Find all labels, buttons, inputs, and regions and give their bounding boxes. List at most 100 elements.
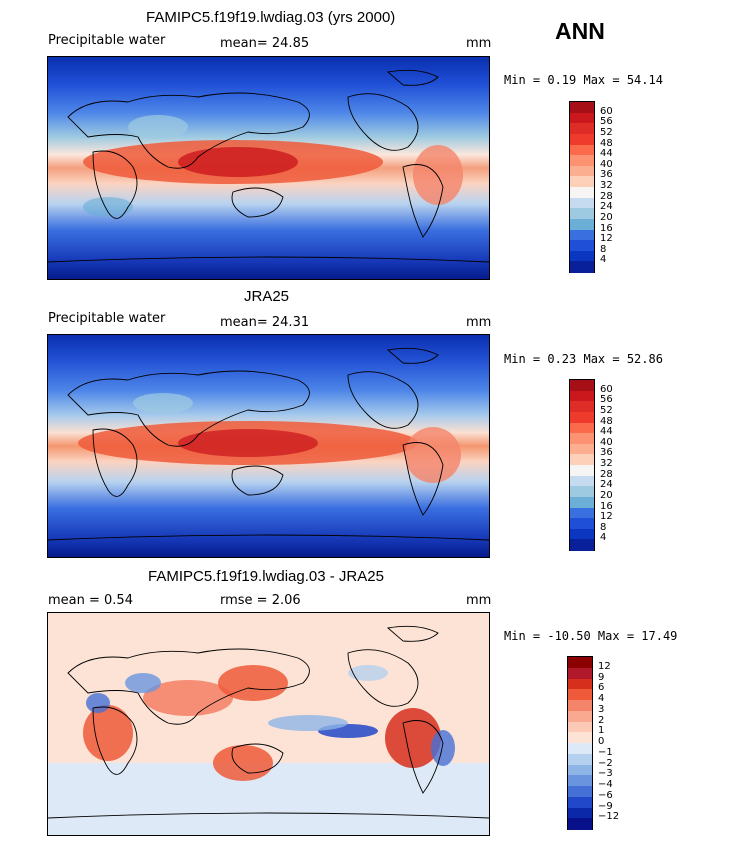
colorbar-tick-label: 20 bbox=[600, 211, 613, 223]
panel1-units: mm bbox=[466, 36, 492, 51]
colorbar-swatch bbox=[570, 187, 594, 199]
panel3-mean: mean = 0.54 bbox=[48, 593, 133, 608]
colorbar-tick-label: −12 bbox=[598, 811, 620, 823]
colorbar-swatch bbox=[568, 743, 592, 755]
colorbar-swatch bbox=[570, 380, 594, 392]
colorbar-swatch bbox=[570, 261, 594, 273]
colorbar-swatch bbox=[568, 732, 592, 744]
colorbar-tick-label: −9 bbox=[598, 800, 613, 812]
colorbar-tick-label: 8 bbox=[600, 243, 607, 255]
colorbar-tick-label: 4 bbox=[600, 254, 607, 266]
colorbar-swatch bbox=[570, 454, 594, 466]
panel1-colorbar bbox=[569, 101, 595, 273]
colorbar-swatch bbox=[570, 208, 594, 220]
panel2-title: JRA25 bbox=[244, 288, 290, 305]
colorbar-tick-label: 16 bbox=[600, 222, 613, 234]
colorbar-swatch bbox=[568, 818, 592, 830]
panel3-units: mm bbox=[466, 593, 492, 608]
colorbar-swatch bbox=[570, 155, 594, 167]
panel3-minmax: Min = -10.50 Max = 17.49 bbox=[504, 629, 678, 643]
colorbar-swatch bbox=[570, 165, 594, 177]
colorbar-swatch bbox=[570, 465, 594, 477]
colorbar-swatch bbox=[570, 486, 594, 498]
colorbar-swatch bbox=[570, 240, 594, 252]
colorbar-tick-label: 52 bbox=[600, 404, 613, 416]
colorbar-swatch bbox=[568, 710, 592, 722]
colorbar-tick-label: 56 bbox=[600, 394, 613, 406]
colorbar-swatch bbox=[570, 123, 594, 135]
colorbar-swatch bbox=[568, 657, 592, 669]
panel1-variable-label: Precipitable water bbox=[48, 33, 166, 48]
colorbar-tick-label: 28 bbox=[600, 190, 613, 202]
colorbar-swatch bbox=[568, 667, 592, 679]
colorbar-tick-label: 32 bbox=[600, 180, 613, 191]
colorbar-swatch bbox=[570, 250, 594, 262]
colorbar-swatch bbox=[570, 112, 594, 124]
panel2-map bbox=[47, 334, 490, 558]
colorbar-swatch bbox=[570, 518, 594, 530]
colorbar-tick-label: −1 bbox=[598, 746, 613, 758]
panel2-units: mm bbox=[466, 315, 492, 330]
panel1-title: FAMIPC5.f19f19.lwdiag.03 (yrs 2000) bbox=[146, 9, 396, 26]
colorbar-tick-label: −2 bbox=[598, 757, 613, 769]
panel3-colorbar bbox=[567, 656, 593, 830]
colorbar-tick-label: 4 bbox=[600, 532, 607, 544]
colorbar-swatch bbox=[570, 197, 594, 209]
colorbar-tick-label: 60 bbox=[600, 383, 613, 395]
colorbar-swatch bbox=[570, 390, 594, 402]
colorbar-swatch bbox=[568, 753, 592, 765]
colorbar-swatch bbox=[570, 144, 594, 156]
colorbar-tick-label: −3 bbox=[598, 768, 613, 780]
colorbar-tick-label: 60 bbox=[600, 105, 613, 117]
colorbar-swatch bbox=[570, 411, 594, 423]
colorbar-tick-label: 1 bbox=[598, 725, 605, 737]
panel3-contour-field bbox=[48, 613, 489, 835]
panel1-contour-field bbox=[48, 57, 489, 279]
panel2-minmax: Min = 0.23 Max = 52.86 bbox=[504, 352, 663, 366]
colorbar-swatch bbox=[570, 218, 594, 230]
colorbar-tick-label: 56 bbox=[600, 116, 613, 128]
colorbar-swatch bbox=[568, 764, 592, 776]
colorbar-tick-label: 24 bbox=[600, 201, 613, 213]
colorbar-swatch bbox=[570, 443, 594, 455]
colorbar-swatch bbox=[570, 528, 594, 540]
panel3-map bbox=[47, 612, 490, 836]
colorbar-tick-label: −4 bbox=[598, 779, 613, 790]
colorbar-swatch bbox=[570, 475, 594, 487]
season-label: ANN bbox=[555, 18, 605, 44]
colorbar-swatch bbox=[568, 807, 592, 819]
colorbar-tick-label: 12 bbox=[600, 233, 613, 245]
colorbar-swatch bbox=[568, 678, 592, 690]
colorbar-tick-label: 36 bbox=[600, 447, 613, 459]
colorbar-tick-label: 2 bbox=[598, 714, 605, 726]
colorbar-swatch bbox=[570, 422, 594, 434]
panel3-rmse: rmse = 2.06 bbox=[220, 593, 301, 608]
colorbar-swatch bbox=[568, 786, 592, 798]
panel2-mean: mean= 24.31 bbox=[220, 315, 310, 330]
colorbar-tick-label: 52 bbox=[600, 126, 613, 138]
colorbar-tick-label: 16 bbox=[600, 500, 613, 512]
colorbar-swatch bbox=[570, 496, 594, 508]
colorbar-tick-label: 20 bbox=[600, 489, 613, 501]
colorbar-tick-label: 4 bbox=[598, 693, 605, 704]
colorbar-swatch bbox=[570, 507, 594, 519]
colorbar-tick-label: 0 bbox=[598, 736, 605, 747]
colorbar-tick-label: 8 bbox=[600, 521, 607, 533]
colorbar-swatch bbox=[568, 775, 592, 787]
colorbar-tick-label: −6 bbox=[598, 789, 613, 801]
panel2-colorbar bbox=[569, 379, 595, 551]
colorbar-swatch bbox=[570, 133, 594, 145]
colorbar-tick-label: 48 bbox=[600, 415, 613, 427]
panel1-map bbox=[47, 56, 490, 280]
colorbar-tick-label: 3 bbox=[598, 703, 605, 715]
colorbar-swatch bbox=[568, 700, 592, 712]
colorbar-swatch bbox=[570, 433, 594, 445]
panel2-contour-field bbox=[48, 335, 489, 557]
colorbar-tick-label: 6 bbox=[598, 682, 605, 694]
colorbar-tick-label: 48 bbox=[600, 137, 613, 149]
colorbar-swatch bbox=[570, 229, 594, 241]
colorbar-swatch bbox=[568, 689, 592, 701]
colorbar-swatch bbox=[568, 721, 592, 733]
panel1-minmax: Min = 0.19 Max = 54.14 bbox=[504, 73, 663, 87]
colorbar-tick-label: 12 bbox=[598, 660, 611, 672]
